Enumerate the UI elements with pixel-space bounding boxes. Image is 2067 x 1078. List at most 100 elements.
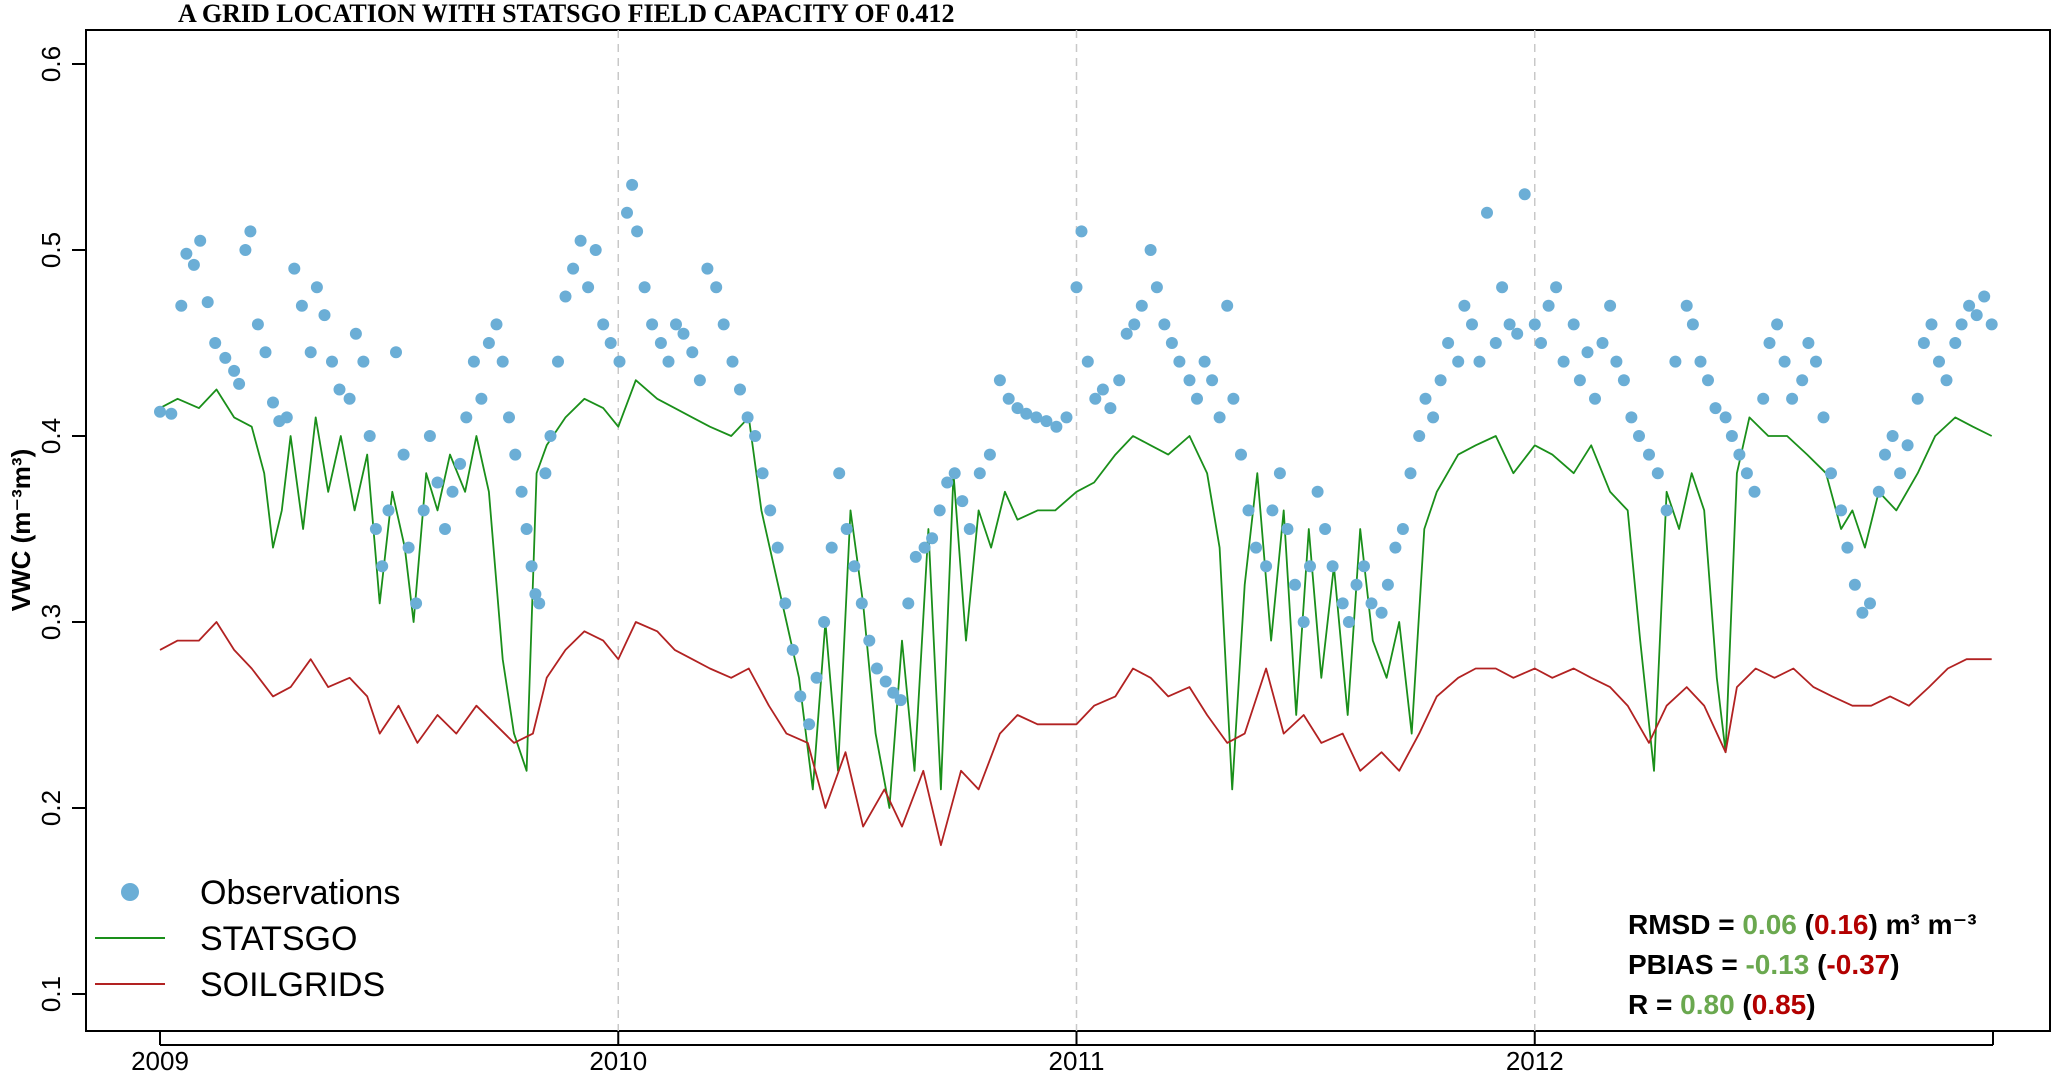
- observation-point: [1810, 355, 1822, 368]
- observation-point: [1496, 281, 1509, 294]
- observation-point: [515, 485, 528, 498]
- observation-point: [1075, 225, 1088, 238]
- legend: Observations STATSGO SOILGRIDS: [95, 874, 400, 1004]
- observation-point: [1886, 430, 1899, 442]
- observation-point: [1297, 616, 1310, 628]
- observation-point: [1375, 606, 1388, 619]
- observation-point: [1856, 606, 1869, 619]
- observation-point: [1260, 560, 1273, 573]
- legend-statsgo-label: STATSGO: [200, 920, 357, 958]
- observation-point: [1725, 430, 1738, 442]
- observation-point: [1617, 374, 1630, 387]
- observation-point: [1573, 374, 1586, 387]
- observation-point: [369, 523, 382, 535]
- observation-point: [1757, 392, 1770, 405]
- observation-point: [1978, 290, 1991, 303]
- observation-point: [201, 296, 214, 309]
- observation-point: [1381, 578, 1394, 591]
- observation-point: [1089, 392, 1102, 405]
- observation-point: [902, 597, 915, 610]
- observation-point: [825, 541, 838, 554]
- observation-point: [1848, 578, 1861, 591]
- observation-point: [1104, 402, 1117, 415]
- observation-point: [626, 178, 639, 191]
- observation-point: [1289, 578, 1301, 591]
- observation-point: [1733, 448, 1746, 461]
- observation-point: [194, 234, 207, 247]
- observation-point: [304, 346, 317, 359]
- observation-point: [833, 467, 846, 480]
- observation-point: [310, 281, 323, 294]
- observation-point: [1550, 281, 1563, 294]
- series-layer: [154, 178, 1998, 847]
- observation-point: [1350, 578, 1363, 591]
- observation-point: [209, 337, 222, 349]
- observation-point: [357, 355, 370, 368]
- series-line-soilgrids: [159, 621, 1992, 847]
- observation-point: [1113, 374, 1126, 387]
- y-tick-label: 0.5: [36, 232, 66, 268]
- observation-point: [1342, 616, 1355, 628]
- observation-point: [1535, 337, 1547, 349]
- observation-point: [1144, 244, 1157, 256]
- observation-point: [646, 318, 659, 331]
- rmsd-soilgrids: 0.16: [1814, 909, 1869, 940]
- r-statsgo: 0.80: [1680, 989, 1735, 1020]
- observation-point: [1020, 407, 1033, 420]
- x-tick-label: 2009: [131, 1046, 189, 1073]
- chart-title: A GRID LOCATION WITH STATSGO FIELD CAPAC…: [178, 0, 955, 28]
- observation-point: [1702, 374, 1714, 387]
- observation-point: [1518, 188, 1531, 201]
- legend-observations-marker: [121, 883, 139, 901]
- observation-point: [446, 485, 459, 498]
- observation-point: [621, 206, 633, 219]
- observation-point: [1227, 392, 1240, 405]
- observation-point: [1040, 415, 1053, 428]
- observation-point: [749, 430, 762, 442]
- observation-point: [1963, 299, 1976, 312]
- legend-observations-label: Observations: [200, 874, 400, 912]
- observation-point: [1660, 504, 1673, 517]
- observation-point: [1872, 485, 1885, 498]
- observation-point: [295, 299, 308, 312]
- observation-point: [1221, 299, 1234, 312]
- rmsd-unit: m³ m⁻³: [1886, 909, 1977, 940]
- observation-point: [654, 337, 667, 349]
- observation-point: [1864, 597, 1876, 610]
- observation-point: [574, 234, 587, 247]
- observation-point: [1955, 318, 1968, 331]
- x-tick-label: 2011: [1049, 1046, 1105, 1073]
- observation-point: [909, 550, 922, 563]
- observation-point: [638, 281, 651, 294]
- observation-point: [402, 541, 415, 554]
- observation-point: [1326, 560, 1339, 573]
- observation-point: [1396, 523, 1409, 535]
- observation-point: [1235, 448, 1247, 461]
- observation-point: [1304, 560, 1316, 573]
- observation-point: [567, 262, 580, 275]
- observation-point: [818, 616, 831, 628]
- y-tick-label: 0.3: [36, 604, 66, 640]
- observation-point: [1250, 541, 1262, 554]
- observation-point: [288, 262, 301, 275]
- pbias-soilgrids: -0.37: [1826, 949, 1890, 980]
- observation-point: [677, 327, 690, 340]
- observation-point: [1413, 430, 1426, 442]
- observation-point: [439, 523, 451, 535]
- observation-point: [1266, 504, 1279, 517]
- observation-point: [1434, 374, 1447, 387]
- observation-point: [1925, 318, 1938, 331]
- observation-point: [662, 355, 675, 368]
- observation-point: [239, 244, 252, 256]
- observation-point: [1669, 355, 1682, 368]
- observation-point: [318, 309, 331, 322]
- observation-point: [382, 504, 395, 517]
- observation-point: [1002, 392, 1015, 405]
- pbias-label: PBIAS =: [1628, 949, 1745, 980]
- observation-point: [165, 407, 178, 420]
- observation-point: [786, 643, 799, 656]
- observation-point: [604, 337, 617, 349]
- observation-point: [734, 383, 746, 396]
- observation-point: [1825, 467, 1837, 480]
- observation-point: [855, 597, 868, 610]
